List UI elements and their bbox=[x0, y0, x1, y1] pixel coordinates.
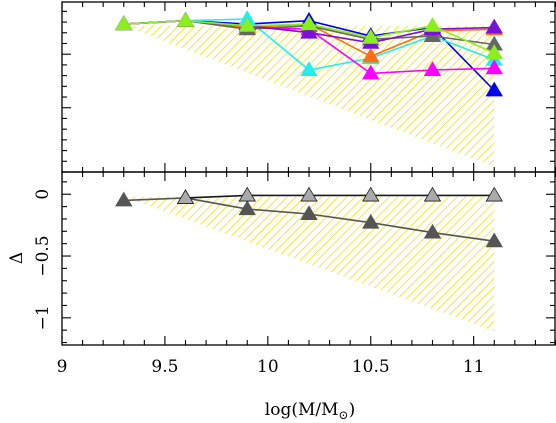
data-point bbox=[300, 23, 318, 39]
x-tick-label: 9 bbox=[57, 357, 68, 377]
data-point bbox=[362, 64, 380, 80]
data-point bbox=[423, 186, 442, 202]
data-point bbox=[115, 15, 133, 31]
shaded-region bbox=[123, 196, 495, 332]
data-point bbox=[485, 186, 503, 202]
y-tick-label: 0 bbox=[33, 189, 53, 200]
data-point bbox=[362, 28, 380, 44]
x-axis-label: log(M/M⊙) bbox=[265, 400, 355, 422]
x-axis-label-main: log(M/M bbox=[265, 400, 339, 420]
x-tick-label: 9.5 bbox=[151, 357, 178, 377]
data-point bbox=[362, 213, 380, 229]
data-point bbox=[300, 205, 318, 221]
shaded-region bbox=[123, 25, 495, 167]
x-tick-label: 10 bbox=[257, 357, 279, 377]
data-point bbox=[485, 44, 503, 59]
data-point bbox=[238, 200, 256, 216]
series-line bbox=[185, 194, 495, 199]
data-point bbox=[176, 189, 195, 204]
ticks bbox=[61, 172, 556, 345]
x-tick-label: 10.5 bbox=[352, 357, 390, 377]
series-6 bbox=[115, 11, 503, 59]
x-tick-label: 11 bbox=[463, 357, 485, 377]
data-point bbox=[238, 186, 256, 202]
y-tick-label: −0.5 bbox=[33, 235, 53, 276]
series-1 bbox=[176, 186, 503, 204]
data-point bbox=[485, 18, 503, 34]
data-point bbox=[300, 15, 318, 31]
data-point bbox=[362, 186, 380, 202]
data-point bbox=[423, 61, 442, 76]
data-point bbox=[238, 17, 256, 32]
data-point bbox=[485, 81, 503, 97]
data-point bbox=[423, 17, 442, 32]
data-point bbox=[362, 47, 380, 63]
data-point bbox=[176, 11, 195, 27]
data-point bbox=[485, 59, 503, 75]
x-axis-label-close: ) bbox=[349, 400, 356, 420]
y-axis-label: Δ bbox=[7, 252, 27, 264]
data-point bbox=[300, 186, 318, 202]
y-tick-label: −1 bbox=[33, 305, 53, 330]
bottom-panel: 9 9.5 10 10.5 11 0 −0.5 −1 bbox=[33, 171, 556, 377]
data-point bbox=[300, 61, 318, 76]
ticks bbox=[61, 2, 556, 173]
x-axis-label-sub: ⊙ bbox=[339, 408, 349, 422]
top-panel bbox=[61, 1, 556, 173]
data-point bbox=[423, 223, 442, 239]
data-point bbox=[115, 191, 133, 207]
axis-labels: Δ log(M/M⊙) bbox=[7, 252, 355, 422]
data-point bbox=[485, 232, 503, 248]
